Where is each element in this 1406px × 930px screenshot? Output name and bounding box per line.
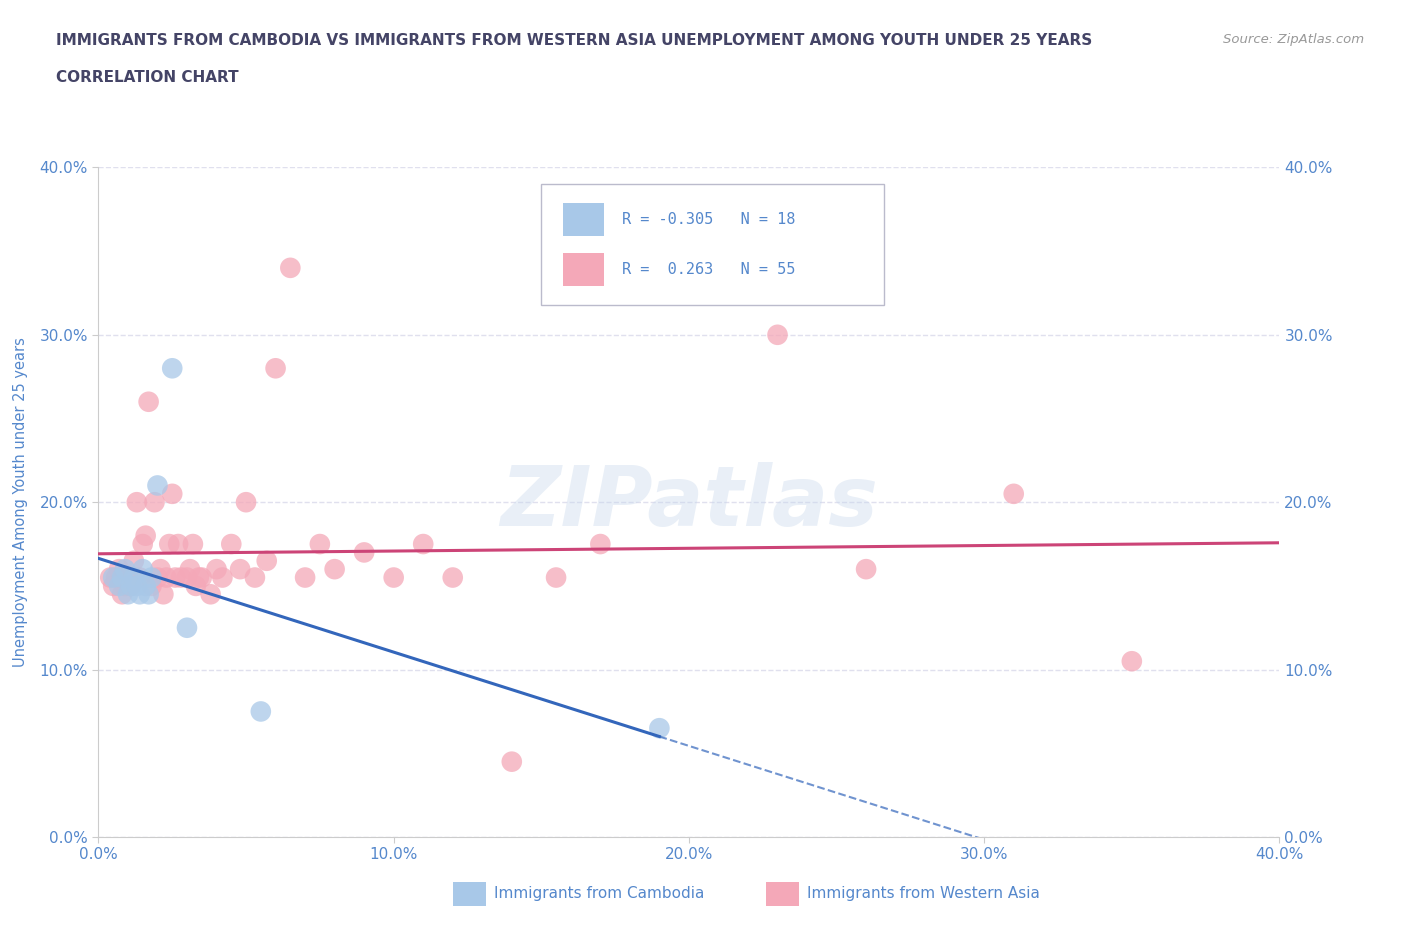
Point: [243, 570, 266, 585]
Text: ZIPatlas: ZIPatlas: [501, 461, 877, 543]
Point: [125, 495, 148, 510]
Point: [125, 578, 148, 593]
Point: [176, 620, 198, 635]
Text: Immigrants from Cambodia: Immigrants from Cambodia: [494, 886, 704, 901]
Point: [157, 537, 180, 551]
Point: [117, 570, 139, 585]
Point: [179, 562, 201, 577]
Text: IMMIGRANTS FROM CAMBODIA VS IMMIGRANTS FROM WESTERN ASIA UNEMPLOYMENT AMONG YOUT: IMMIGRANTS FROM CAMBODIA VS IMMIGRANTS F…: [56, 33, 1092, 47]
Point: [132, 537, 155, 551]
Point: [294, 570, 316, 585]
Point: [441, 570, 464, 585]
Point: [184, 578, 207, 593]
Point: [128, 570, 150, 585]
Point: [766, 327, 789, 342]
Point: [1002, 486, 1025, 501]
Point: [120, 578, 142, 593]
Point: [353, 545, 375, 560]
Point: [162, 486, 183, 501]
Point: [205, 562, 228, 577]
Point: [132, 562, 155, 577]
Point: [138, 587, 160, 602]
Bar: [562, 203, 605, 236]
Point: [167, 537, 190, 551]
Point: [122, 570, 145, 585]
Point: [114, 578, 136, 593]
Point: [128, 587, 150, 602]
Point: [143, 495, 166, 510]
Point: [111, 570, 134, 585]
Point: [501, 754, 523, 769]
Point: [162, 361, 183, 376]
Text: R =  0.263   N = 55: R = 0.263 N = 55: [621, 262, 794, 277]
Point: [181, 537, 204, 551]
Text: Source: ZipAtlas.com: Source: ZipAtlas.com: [1223, 33, 1364, 46]
Point: [546, 570, 568, 585]
FancyBboxPatch shape: [541, 184, 884, 305]
Point: [122, 553, 145, 568]
Y-axis label: Unemployment Among Youth under 25 years: Unemployment Among Youth under 25 years: [14, 338, 28, 667]
Point: [235, 495, 257, 510]
Point: [138, 394, 160, 409]
Point: [211, 570, 233, 585]
Point: [412, 537, 434, 551]
Point: [141, 578, 163, 593]
Point: [103, 578, 125, 593]
Point: [323, 562, 346, 577]
Text: R = -0.305   N = 18: R = -0.305 N = 18: [621, 212, 794, 227]
Point: [155, 570, 177, 585]
Point: [135, 578, 157, 593]
Point: [135, 528, 157, 543]
Point: [120, 578, 142, 593]
Point: [191, 570, 214, 585]
Point: [103, 570, 125, 585]
Point: [382, 570, 405, 585]
Point: [1121, 654, 1143, 669]
Text: CORRELATION CHART: CORRELATION CHART: [56, 70, 239, 85]
Point: [108, 562, 131, 577]
Point: [146, 478, 169, 493]
Point: [149, 562, 172, 577]
Bar: [766, 882, 799, 906]
Point: [200, 587, 222, 602]
Point: [855, 562, 877, 577]
Point: [219, 537, 242, 551]
Point: [141, 570, 163, 585]
Point: [264, 361, 287, 376]
Point: [105, 570, 128, 585]
Point: [146, 570, 169, 585]
Point: [187, 570, 209, 585]
Point: [98, 570, 121, 585]
Point: [176, 570, 198, 585]
Point: [170, 570, 193, 585]
Point: [111, 587, 134, 602]
Point: [229, 562, 252, 577]
Point: [309, 537, 332, 551]
Point: [256, 553, 278, 568]
Point: [117, 587, 139, 602]
Point: [152, 587, 174, 602]
Bar: [562, 253, 605, 286]
Point: [648, 721, 671, 736]
Point: [108, 578, 131, 593]
Point: [250, 704, 273, 719]
Text: Immigrants from Western Asia: Immigrants from Western Asia: [807, 886, 1040, 901]
Point: [114, 562, 136, 577]
Point: [278, 260, 302, 275]
Point: [165, 570, 187, 585]
Bar: [453, 882, 486, 906]
Point: [589, 537, 612, 551]
